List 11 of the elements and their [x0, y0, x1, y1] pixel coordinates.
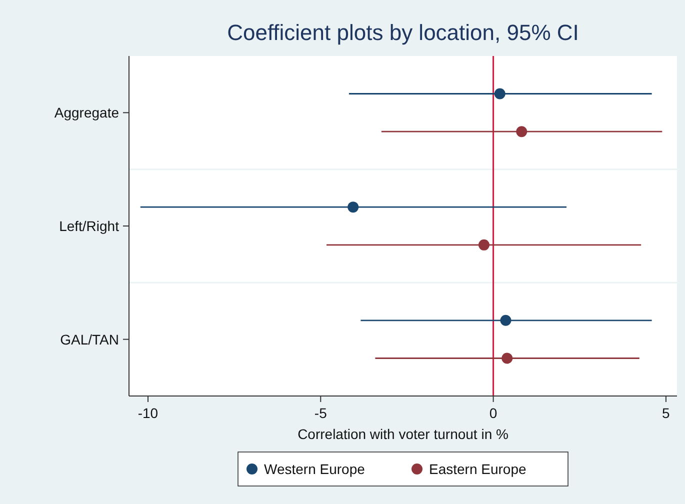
y-tick-label: GAL/TAN [60, 331, 119, 348]
x-tick-label: -10 [138, 405, 158, 421]
x-axis-title: Correlation with voter turnout in % [298, 426, 508, 442]
x-tick-label: 0 [489, 405, 498, 421]
x-tick-label: -5 [314, 405, 328, 421]
chart-title: Coefficient plots by location, 95% CI [227, 20, 579, 45]
legend-label: Western Europe [264, 461, 366, 477]
legend-label: Eastern Europe [429, 461, 526, 477]
y-tick-label: Aggregate [54, 104, 120, 121]
x-tick-label: 5 [662, 405, 670, 421]
y-tick-label: Left/Right [59, 218, 120, 234]
